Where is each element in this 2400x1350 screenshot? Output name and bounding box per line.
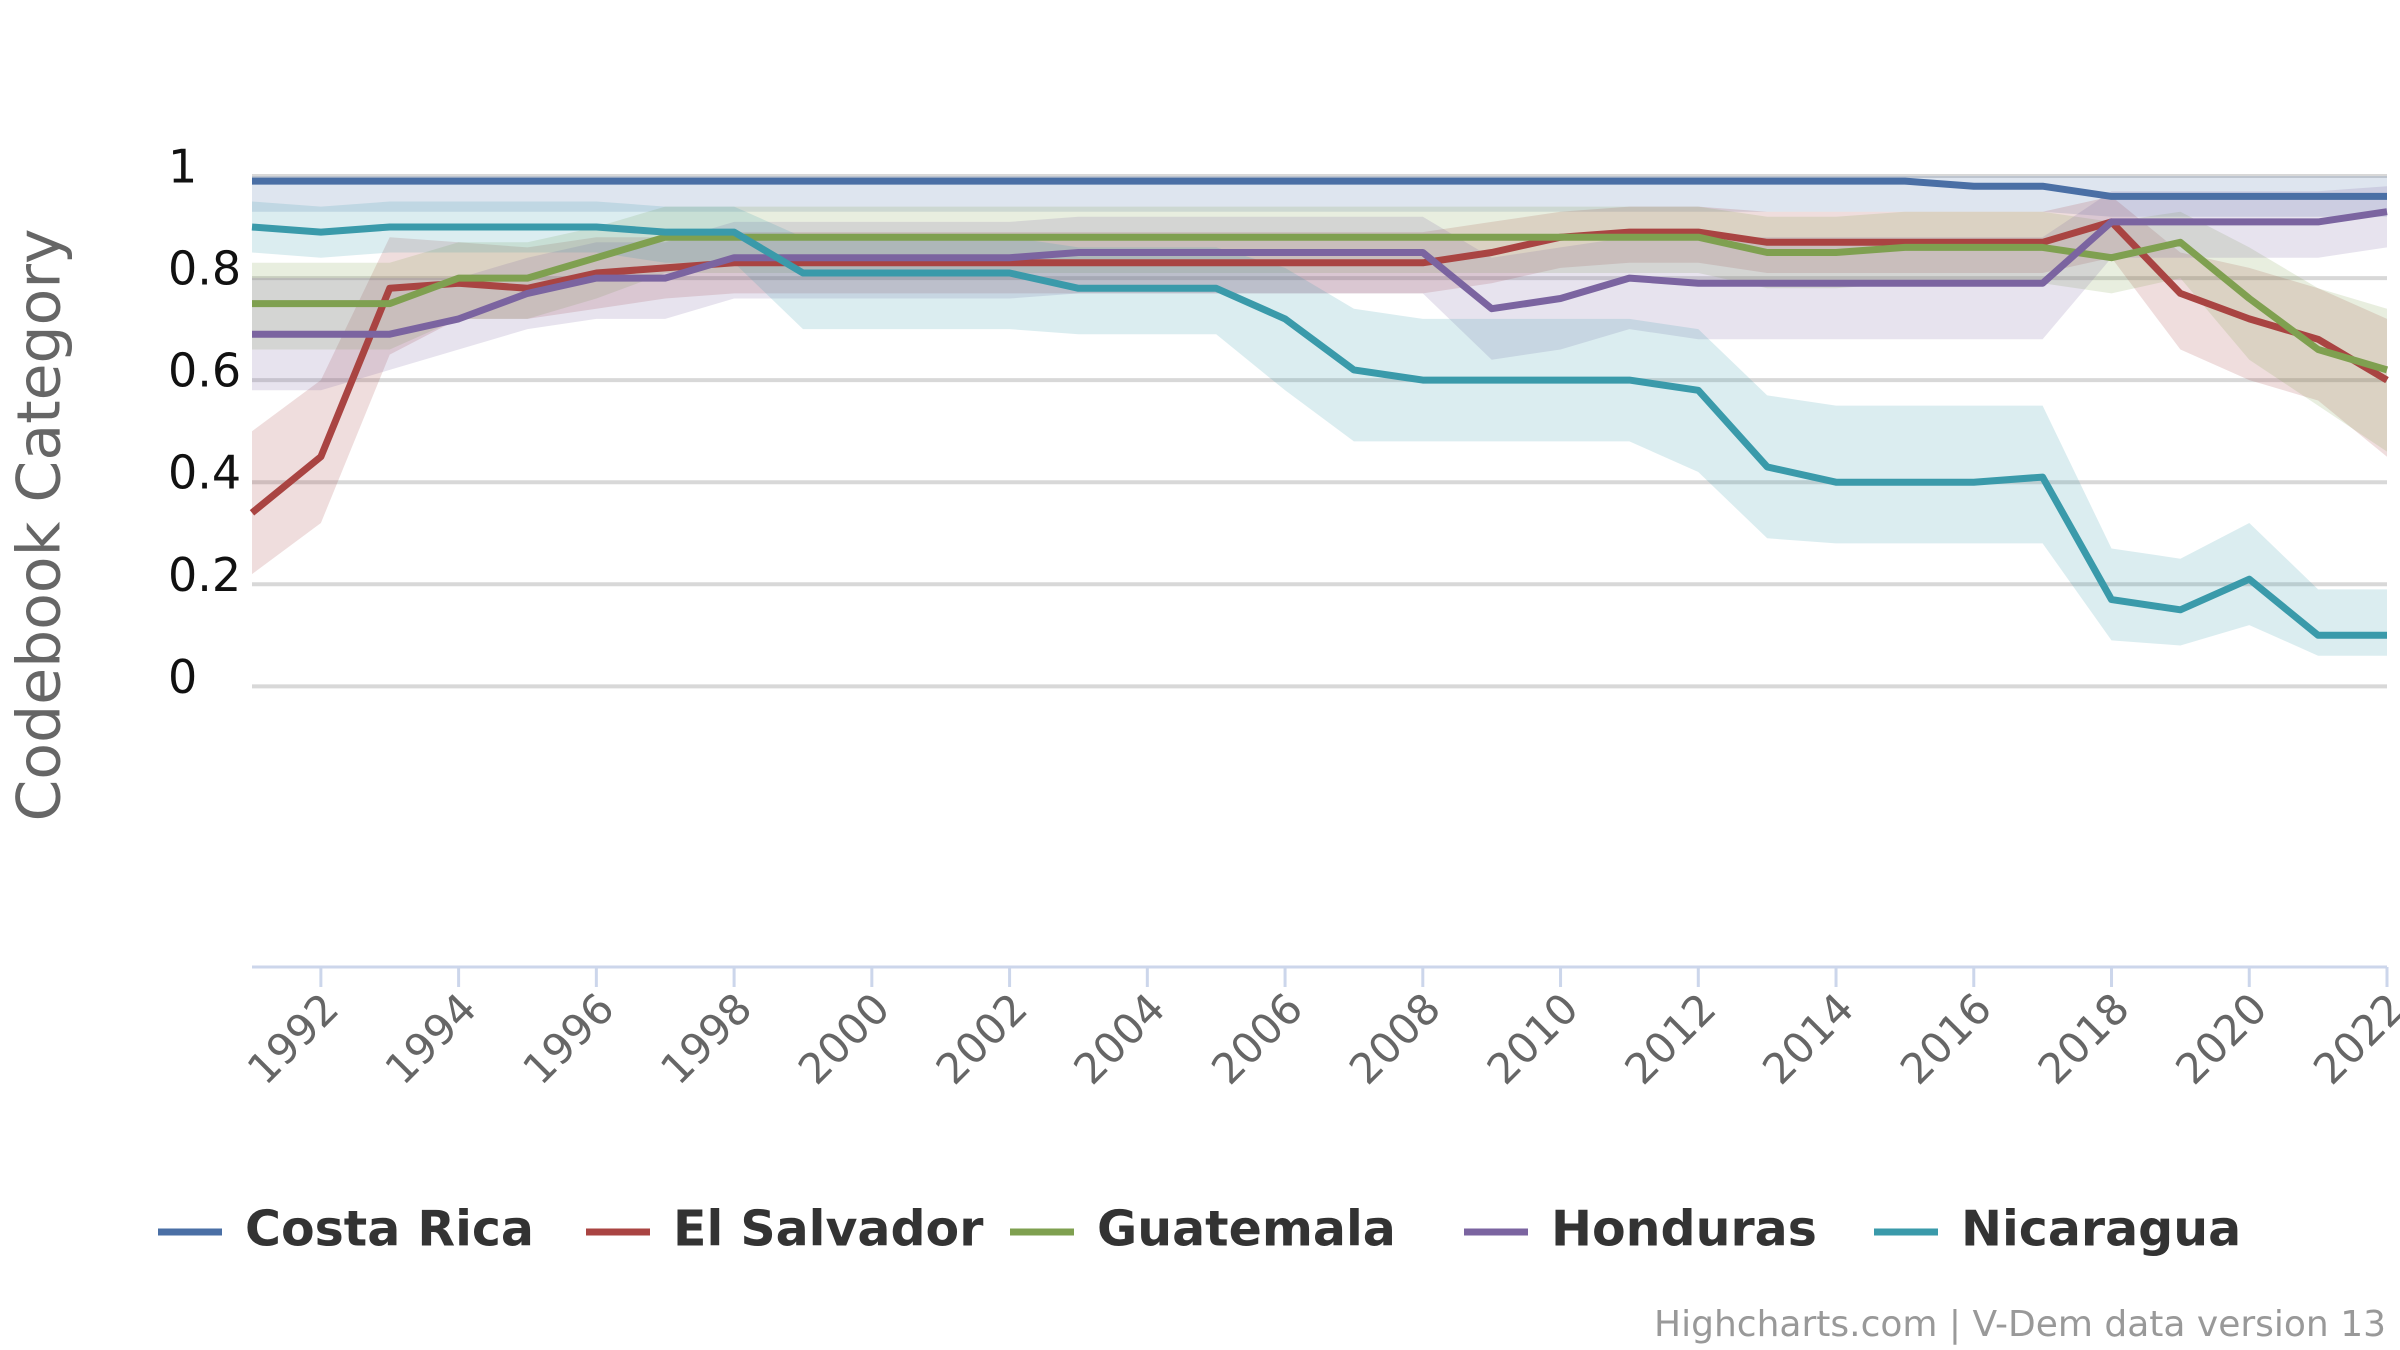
- series-line: [252, 233, 2388, 374]
- x-tick-label: 2008: [1340, 984, 1450, 1094]
- y-tick-label: 0.2: [168, 548, 241, 602]
- legend-item[interactable]: Guatemala: [1097, 1201, 1396, 1258]
- x-tick-label: 2018: [2028, 984, 2138, 1094]
- x-tick-label: 1998: [651, 984, 761, 1094]
- legend[interactable]: Costa Rica El Salvador Guatemala Honduras Ni…: [158, 1201, 2241, 1258]
- series-line: [251, 223, 2387, 639]
- range-band: [252, 176, 2387, 217]
- series-line: [249, 218, 2389, 516]
- range-band: [252, 196, 2387, 575]
- range-band: [252, 206, 2387, 452]
- x-tick-label: 2020: [2166, 984, 2276, 1094]
- x-tick-label: 2016: [1891, 984, 2001, 1094]
- y-tick-label: 0.8: [168, 242, 241, 296]
- legend-item[interactable]: Costa Rica: [245, 1201, 534, 1258]
- x-tick-label: 2004: [1064, 984, 1174, 1094]
- y-axis-title: Codebook Category: [5, 229, 75, 822]
- y-tick-label: 0: [168, 650, 197, 704]
- x-tick-label: 2022: [2304, 984, 2400, 1094]
- x-tick-label: 2006: [1202, 984, 1312, 1094]
- x-tick-label: 2014: [1753, 984, 1863, 1094]
- y-tick-label: 0.6: [168, 344, 241, 398]
- y-tick-label: 0.4: [168, 446, 241, 500]
- x-tick-label: 2002: [927, 984, 1037, 1094]
- lines: [249, 177, 2389, 639]
- legend-item[interactable]: El Salvador: [673, 1201, 984, 1258]
- y-tick-label: 1: [168, 140, 197, 194]
- x-tick-label: 1992: [238, 984, 348, 1094]
- legend-item[interactable]: Nicaragua: [1961, 1201, 2241, 1258]
- credits[interactable]: Highcharts.com | V-Dem data version 13: [1654, 1304, 2386, 1345]
- x-tick-label: 2010: [1478, 984, 1588, 1094]
- x-tick-label: 1994: [376, 984, 486, 1094]
- x-tick-label: 2012: [1615, 984, 1725, 1094]
- series-line: [252, 177, 2387, 200]
- x-tick-label: 1996: [513, 984, 623, 1094]
- x-tick-label: 2000: [789, 984, 899, 1094]
- range-band: [252, 201, 2387, 656]
- legend-item[interactable]: Honduras: [1551, 1201, 1817, 1258]
- series-line: [252, 208, 2388, 338]
